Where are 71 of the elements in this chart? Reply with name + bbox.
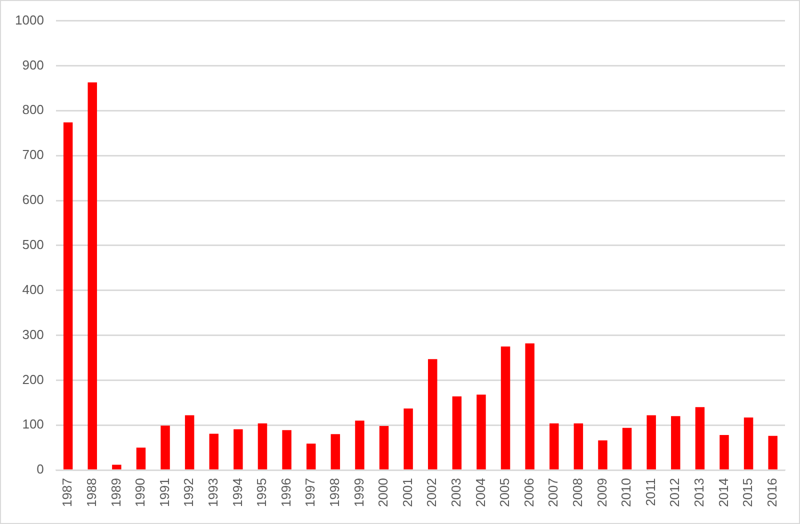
- y-tick-label: 600: [22, 192, 44, 208]
- x-tick-label: 2010: [618, 478, 634, 507]
- bar: [404, 408, 413, 470]
- bar: [525, 343, 534, 470]
- bar: [452, 396, 462, 470]
- bar: [184, 415, 194, 470]
- bar: [355, 420, 364, 470]
- bar: [330, 434, 340, 470]
- bar: [258, 423, 268, 470]
- x-tick-label: 2004: [472, 478, 488, 507]
- bar: [550, 423, 559, 470]
- bar: [574, 423, 584, 470]
- x-tick-label: 2006: [521, 478, 536, 507]
- x-tick-label: 2005: [497, 478, 512, 507]
- bar: [768, 436, 778, 470]
- bar: [622, 428, 632, 470]
- bar: [136, 448, 146, 470]
- bar: [379, 426, 389, 470]
- x-tick-label: 1991: [156, 478, 172, 507]
- y-tick-label: 100: [22, 416, 44, 432]
- x-tick-label: 2001: [400, 478, 415, 507]
- bar: [671, 416, 680, 470]
- x-tick-label: 1997: [302, 478, 318, 507]
- x-tick-label: 1990: [132, 478, 148, 507]
- bar: [500, 346, 510, 470]
- x-tick-label: 1996: [278, 478, 294, 507]
- x-tick-label: 1987: [60, 478, 75, 507]
- x-tick-label: 1994: [230, 478, 245, 507]
- x-tick-label: 2012: [667, 478, 682, 507]
- x-tick-label: 2002: [424, 478, 440, 507]
- x-tick-label: 2003: [448, 478, 464, 507]
- bar: [646, 415, 656, 470]
- x-tick-label: 2016: [764, 478, 780, 507]
- bar: [234, 429, 243, 470]
- bar: [720, 435, 729, 470]
- bar: [428, 359, 438, 470]
- bar: [695, 407, 705, 470]
- bar: [598, 440, 608, 470]
- bar: [282, 430, 292, 470]
- x-tick-label: 2007: [546, 478, 561, 507]
- x-tick-label: 1989: [108, 478, 124, 507]
- x-tick-label: 2011: [642, 478, 658, 506]
- y-tick-label: 900: [22, 57, 44, 72]
- y-tick-label: 800: [22, 102, 44, 118]
- x-tick-label: 2000: [376, 478, 391, 507]
- x-tick-label: 1993: [205, 478, 220, 507]
- bar: [88, 82, 97, 470]
- bar: [476, 394, 486, 470]
- bar: [112, 464, 122, 470]
- bar: [744, 418, 754, 470]
- y-tick-label: 0: [36, 462, 44, 477]
- y-tick-label: 300: [22, 326, 44, 342]
- x-tick-label: 1995: [254, 478, 270, 507]
- x-tick-label: 2015: [740, 478, 756, 507]
- x-tick-label: 1999: [351, 478, 366, 507]
- x-tick-label: 1992: [181, 478, 196, 507]
- y-tick-label: 400: [22, 282, 44, 297]
- x-tick-label: 2014: [716, 478, 731, 507]
- y-tick-label: 700: [22, 147, 44, 162]
- y-tick-label: 200: [22, 372, 44, 387]
- bar: [306, 444, 316, 470]
- bar: [63, 122, 73, 470]
- x-tick-label: 2008: [570, 478, 586, 507]
- bar: [209, 434, 219, 470]
- y-tick-label: 500: [22, 237, 44, 252]
- y-tick-label: 1000: [15, 12, 44, 28]
- x-tick-label: 2013: [692, 478, 707, 507]
- bar: [160, 426, 170, 470]
- x-tick-label: 2009: [594, 478, 610, 507]
- x-tick-label: 1988: [84, 478, 99, 507]
- x-tick-label: 1998: [326, 478, 342, 507]
